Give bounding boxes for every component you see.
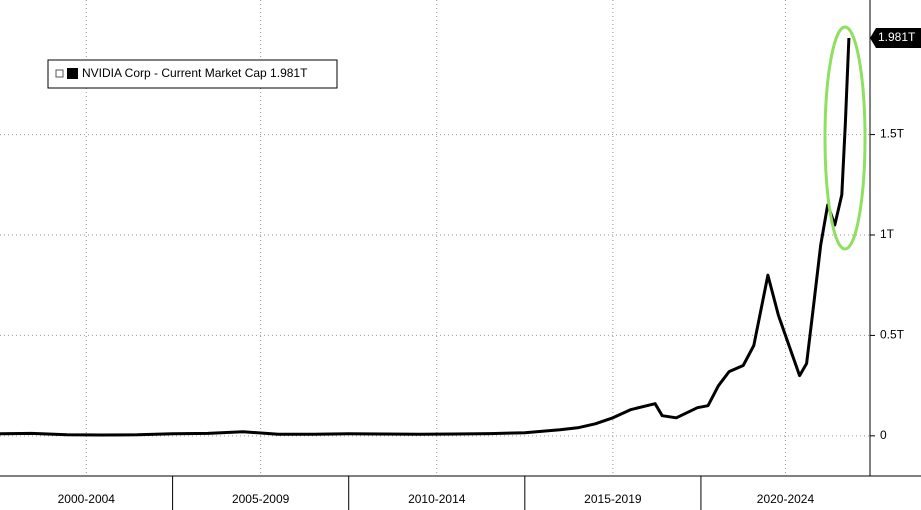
legend-label: NVIDIA Corp - Current Market Cap 1.981T <box>82 66 308 80</box>
last-value-label: 1.981T <box>878 30 916 44</box>
y-tick-label: 1T <box>880 227 895 241</box>
x-tick-label: 2010-2014 <box>408 492 466 506</box>
x-tick-label: 2015-2019 <box>584 492 642 506</box>
y-tick-label: 0.5T <box>880 328 905 342</box>
last-value-box <box>870 27 921 48</box>
x-tick-label: 2020-2024 <box>757 492 815 506</box>
line <box>0 37 851 437</box>
y-tick-label: 0 <box>880 428 887 442</box>
legend-swatch <box>67 68 78 79</box>
legend-toggle <box>55 69 64 78</box>
x-tick-label: 2000-2004 <box>58 492 116 506</box>
highlight-ellipse <box>823 25 867 251</box>
y-tick-label: 1.5T <box>880 127 905 141</box>
legend: NVIDIA Corp - Current Market Cap 1.981T <box>47 59 338 89</box>
x-tick-label: 2005-2009 <box>232 492 290 506</box>
legend-box <box>47 59 338 89</box>
